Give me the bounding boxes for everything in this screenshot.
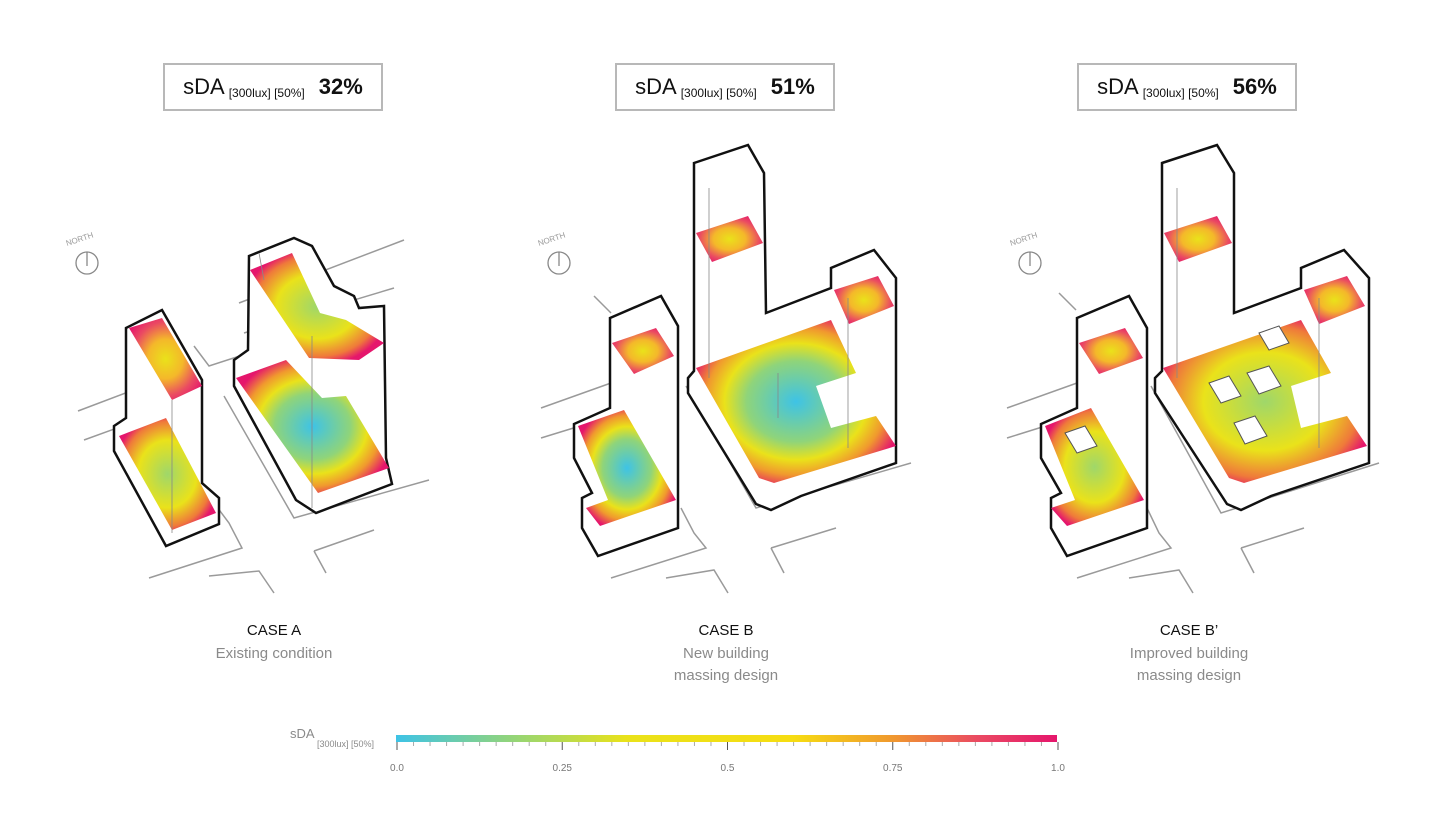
courtyard-void (1233, 415, 1268, 445)
legend-label: sDA [300lux] [50%] (290, 726, 374, 749)
legend-tick-label: 0.25 (553, 763, 573, 774)
metric-label: sDA (1097, 74, 1139, 99)
heatmap-tower-top-east (834, 276, 894, 324)
case-description-line-1: Existing condition (215, 645, 333, 662)
heatmap-podium-floor (696, 320, 896, 483)
north-indicator: NORTH (65, 231, 99, 275)
case-description-line-1: New building (683, 645, 769, 662)
north-indicator: NORTH (537, 231, 571, 275)
case-b-prime-massing-diagram: NORTH (1006, 143, 1380, 594)
heatmap-podium-floor (1163, 320, 1367, 483)
building-left (572, 294, 680, 558)
heatmap-tower-top (696, 216, 763, 262)
metric-value: 56% (1232, 74, 1277, 99)
courtyard-void (1064, 425, 1098, 454)
heatmap-floor-lower (236, 360, 389, 493)
sda-metric-box-case-b: sDA [300lux] [50%] 51% (615, 63, 835, 111)
metric-sub-label: [300lux] [50%] (1142, 86, 1219, 100)
legend-tick-label: 0.5 (721, 763, 735, 774)
heatmap-tower-top (612, 328, 674, 374)
case-description-line-1: Improved building (1129, 645, 1249, 662)
north-label: NORTH (65, 231, 95, 248)
case-title: CASE B’ (1159, 622, 1219, 639)
heatmap-tower-top (1079, 328, 1143, 374)
case-title: CASE B (698, 622, 754, 639)
building-main (686, 143, 898, 512)
legend-color-scale (396, 735, 1057, 742)
courtyard-void (1208, 375, 1242, 404)
case-title: CASE A (246, 622, 302, 639)
metric-value: 51% (770, 74, 815, 99)
heatmap-floor-upper (250, 253, 384, 360)
legend-title: sDA (290, 726, 315, 741)
building-main (1153, 143, 1371, 512)
case-b-caption: CASE B New building massing design (576, 622, 876, 687)
metric-label: sDA (183, 74, 225, 99)
case-b-prime-caption: CASE B’ Improved building massing design (1039, 622, 1339, 687)
case-a-caption: CASE A Existing condition (124, 622, 424, 665)
heatmap-floor-upper (129, 318, 202, 400)
courtyard-void (1258, 325, 1290, 351)
case-description-line-2: massing design (1136, 667, 1242, 684)
street-lines (1006, 287, 1380, 594)
north-indicator: NORTH (1009, 231, 1042, 275)
heatmap-floor (578, 410, 676, 526)
building-right (232, 236, 394, 515)
legend-tick-label: 1.0 (1051, 763, 1065, 774)
metric-value: 32% (318, 74, 363, 99)
case-a-massing-diagram: NORTH (65, 231, 430, 594)
case-b-massing-diagram: NORTH (537, 143, 912, 594)
north-label: NORTH (537, 231, 567, 248)
legend-tick-axis: 0.0 0.25 0.5 0.75 1.0 (390, 742, 1065, 774)
heatmap-tower-top (1164, 216, 1232, 262)
building-left (112, 308, 221, 548)
metric-sub-label: [300lux] [50%] (680, 86, 757, 100)
legend-tick-label: 0.75 (883, 763, 903, 774)
sda-metric-box-case-a: sDA [300lux] [50%] 32% (163, 63, 383, 111)
courtyard-void (1246, 365, 1282, 395)
heatmap-floor-lower (119, 418, 216, 530)
legend-subtitle: [300lux] [50%] (317, 739, 375, 749)
legend-tick-label: 0.0 (390, 763, 404, 774)
building-left (1039, 294, 1149, 558)
metric-sub-label: [300lux] [50%] (228, 86, 305, 100)
case-description-line-2: massing design (673, 667, 779, 684)
sda-metric-box-case-b-prime: sDA [300lux] [50%] 56% (1077, 63, 1297, 111)
metric-label: sDA (635, 74, 677, 99)
north-label: NORTH (1009, 231, 1039, 248)
